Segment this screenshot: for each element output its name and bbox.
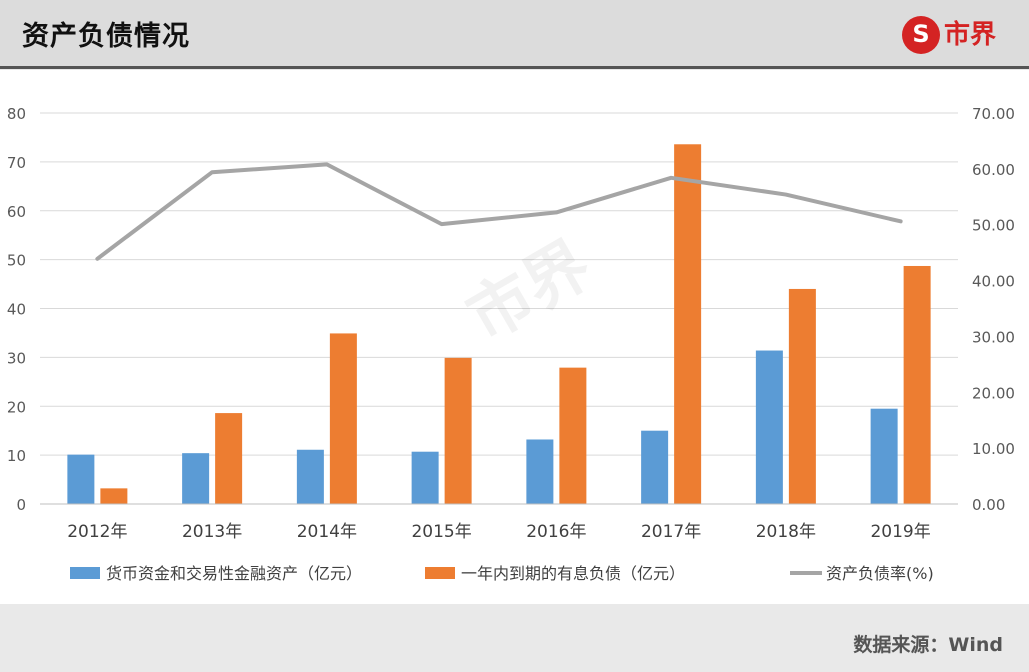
logo-mark: S xyxy=(912,20,930,48)
bar-debt xyxy=(100,488,128,504)
y-left-tick-label: 50 xyxy=(7,252,26,270)
y-right-tick-label: 20.00 xyxy=(972,384,1015,402)
bar-cash xyxy=(641,430,669,504)
y-right-tick-label: 30.00 xyxy=(972,328,1015,346)
x-tick-label: 2013年 xyxy=(182,522,242,542)
bar-debt xyxy=(559,367,587,504)
bar-debt xyxy=(788,288,816,504)
header-bar: 资产负债情况 S 市界 xyxy=(0,0,1029,69)
header-divider xyxy=(0,66,1029,69)
bar-debt xyxy=(444,357,472,504)
y-left-tick-label: 80 xyxy=(7,105,26,123)
legend-swatch xyxy=(70,567,100,579)
brand-logo: S 市界 xyxy=(902,16,1012,56)
bar-cash xyxy=(526,439,554,504)
bar-cash xyxy=(296,449,324,504)
y-right-tick-label: 0.00 xyxy=(972,496,1005,514)
bar-debt xyxy=(903,265,931,504)
x-tick-label: 2018年 xyxy=(756,522,816,542)
x-tick-label: 2012年 xyxy=(67,522,127,542)
bar-debt xyxy=(674,144,702,504)
x-tick-label: 2017年 xyxy=(641,522,701,542)
x-tick-label: 2019年 xyxy=(870,522,930,542)
y-right-tick-label: 60.00 xyxy=(972,161,1015,179)
x-tick-label: 2015年 xyxy=(411,522,471,542)
y-right-tick-label: 40.00 xyxy=(972,273,1015,291)
bar-cash xyxy=(755,350,783,504)
legend-label: 货币资金和交易性金融资产（亿元） xyxy=(106,564,362,583)
bar-cash xyxy=(67,454,95,504)
y-right-tick-label: 70.00 xyxy=(972,105,1015,123)
y-left-tick-label: 20 xyxy=(7,398,26,416)
logo-icon: S xyxy=(902,16,940,54)
chart-panel: 0 10 20 30 40 50 60 70 80 0.00 10.00 20.00 30.00 40.0… xyxy=(0,70,1029,604)
bar-cash xyxy=(411,451,439,504)
y-left-tick-label: 70 xyxy=(7,154,26,172)
page-title: 资产负债情况 xyxy=(22,21,190,52)
logo-text: 市界 xyxy=(944,20,997,50)
y-left-tick-label: 30 xyxy=(7,349,26,367)
y-right-tick-label: 50.00 xyxy=(972,217,1015,235)
chart: 0 10 20 30 40 50 60 70 80 0.00 10.00 20.00 30.00 40.0… xyxy=(7,105,1015,583)
y-left-tick-label: 40 xyxy=(7,301,26,319)
y-left-tick-label: 0 xyxy=(16,496,26,514)
source-note: 数据来源：Wind xyxy=(853,634,1003,656)
y-left-tick-label: 10 xyxy=(7,447,26,465)
x-tick-label: 2016年 xyxy=(526,522,586,542)
legend-swatch xyxy=(425,567,455,579)
watermark: 市界 xyxy=(456,228,604,356)
legend-label: 资产负债率(%) xyxy=(826,564,934,583)
ratio-line xyxy=(95,162,903,261)
y-left-tick-label: 60 xyxy=(7,203,26,221)
y-right-tick-label: 10.00 xyxy=(972,440,1015,458)
bar-debt xyxy=(329,333,357,504)
x-tick-label: 2014年 xyxy=(297,522,357,542)
bar-cash xyxy=(182,453,210,504)
legend-label: 一年内到期的有息负债（亿元） xyxy=(461,564,685,583)
bar-debt xyxy=(215,413,243,504)
bar-cash xyxy=(870,408,898,504)
